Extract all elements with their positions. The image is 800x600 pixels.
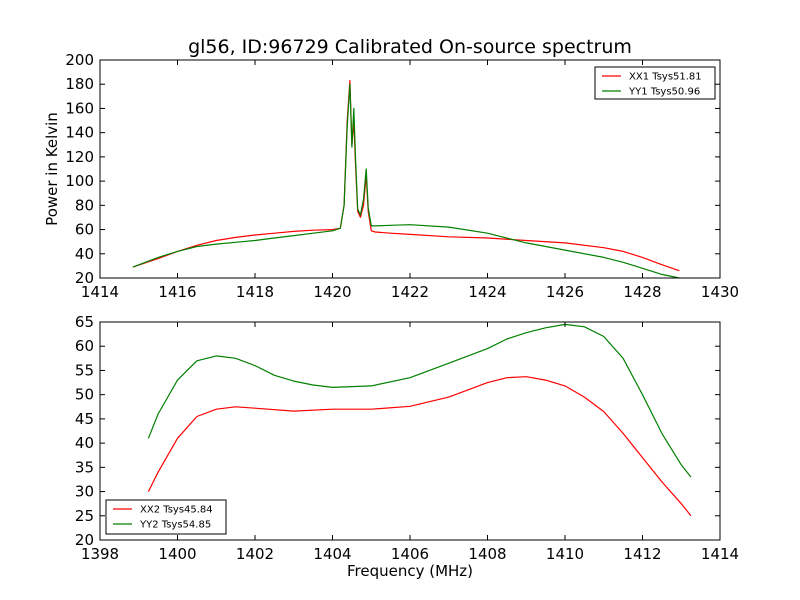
y-tick-label: 20 [75,531,94,549]
x-tick-label: 1426 [546,283,584,301]
x-axis-label: Frequency (MHz) [347,562,473,580]
x-tick-label: 1414 [701,545,739,563]
series-line-1-1 [147,323,692,478]
y-tick-label: 55 [75,361,94,379]
y-tick-label: 60 [75,337,94,355]
y-tick-label: 200 [65,51,94,69]
y-tick-label: 180 [65,75,94,93]
x-tick-label: 1428 [623,283,661,301]
series-line-0-1 [132,83,680,279]
x-tick-label: 1406 [391,545,429,563]
y-tick-label: 35 [75,458,94,476]
y-tick-label: 65 [75,313,94,331]
legend-entry: XX1 Tsys51.81 [629,72,702,83]
x-tick-label: 1410 [546,545,584,563]
legend-entry: YY1 Tsys50.96 [628,87,700,98]
legend-box [594,66,716,100]
x-tick-label: 1408 [468,545,506,563]
y-tick-label: 100 [65,172,94,190]
x-tick-label: 1398 [81,545,119,563]
legend-entry: XX2 Tsys45.84 [140,505,213,516]
bottom-panel: 1398 1400 1402 1404 1406 1408 1410 1412 1414 20 25… [75,313,739,580]
legend-entry: YY2 Tsys54.85 [139,520,211,531]
y-tick-label: 30 [75,483,94,501]
top-panel: 1414 1416 1418 1420 1422 1424 1426 1428 1430 20 40… [43,51,739,301]
figure-title: gl56, ID:96729 Calibrated On-source spec… [188,36,632,58]
x-tick-label: 1402 [236,545,274,563]
y-tick-label: 20 [75,269,94,287]
y-tick-label: 25 [75,507,94,525]
x-tick-label: 1418 [236,283,274,301]
x-tick-label: 1420 [313,283,351,301]
y-tick-label: 60 [75,221,94,239]
x-tick-label: 1416 [158,283,196,301]
y-tick-label: 40 [75,434,94,452]
x-tick-label: 1404 [313,545,351,563]
legend-box [105,499,227,535]
y-tick-label: 50 [75,386,94,404]
y-tick-label: 120 [65,148,94,166]
x-tick-label: 1422 [391,283,429,301]
x-tick-label: 1412 [623,545,661,563]
x-tick-label: 1430 [701,283,739,301]
x-tick-label: 1400 [158,545,196,563]
x-tick-label: 1414 [81,283,119,301]
y-tick-label: 45 [75,410,94,428]
y-axis-label: Power in Kelvin [43,112,61,226]
y-tick-label: 80 [75,196,94,214]
x-tick-label: 1424 [468,283,506,301]
y-tick-label: 40 [75,245,94,263]
y-tick-label: 160 [65,99,94,117]
y-tick-label: 140 [65,124,94,142]
series-line-1-0 [147,376,692,517]
